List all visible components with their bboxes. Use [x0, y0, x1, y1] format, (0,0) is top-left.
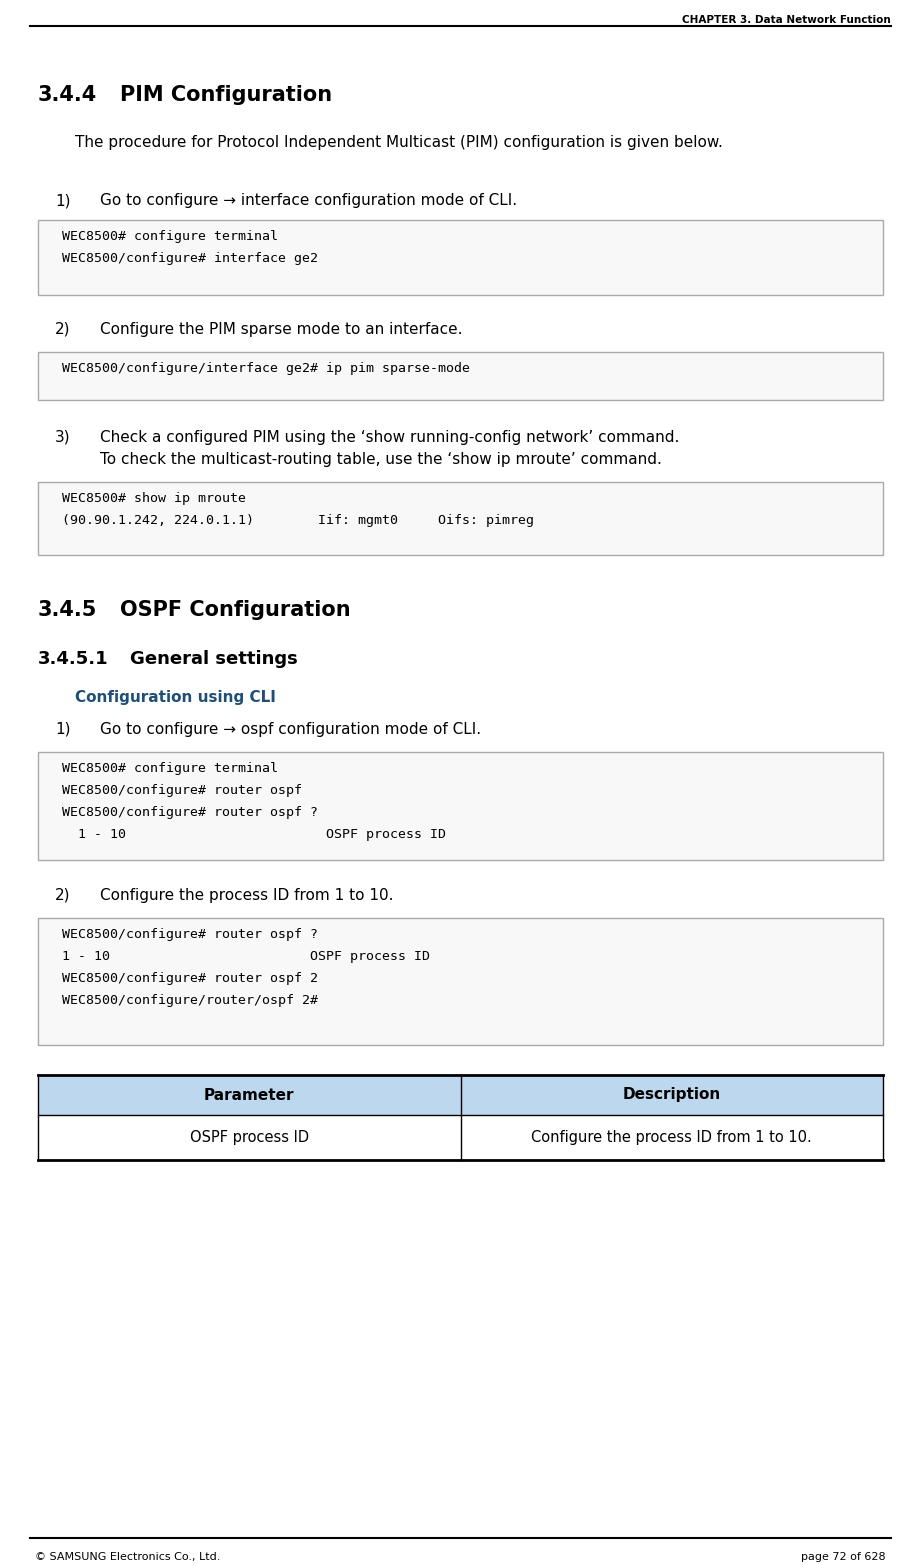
Text: © SAMSUNG Electronics Co., Ltd.: © SAMSUNG Electronics Co., Ltd.: [35, 1552, 220, 1562]
Text: Go to configure → ospf configuration mode of CLI.: Go to configure → ospf configuration mod…: [100, 721, 481, 737]
Text: page 72 of 628: page 72 of 628: [801, 1552, 886, 1562]
Text: Configuration using CLI: Configuration using CLI: [75, 690, 276, 704]
Text: 3.4.4: 3.4.4: [38, 85, 98, 105]
Text: 1): 1): [55, 192, 71, 208]
Text: Configure the process ID from 1 to 10.: Configure the process ID from 1 to 10.: [531, 1130, 812, 1146]
Text: WEC8500# show ip mroute
(90.90.1.242, 224.0.1.1)        Iif: mgmt0     Oifs: pim: WEC8500# show ip mroute (90.90.1.242, 22…: [62, 491, 534, 527]
FancyBboxPatch shape: [38, 753, 883, 861]
Text: WEC8500# configure terminal
WEC8500/configure# router ospf
WEC8500/configure# ro: WEC8500# configure terminal WEC8500/conf…: [62, 762, 446, 840]
Text: Configure the process ID from 1 to 10.: Configure the process ID from 1 to 10.: [100, 887, 393, 903]
FancyBboxPatch shape: [38, 1075, 883, 1114]
Text: Check a configured PIM using the ‘show running-config network’ command.: Check a configured PIM using the ‘show r…: [100, 430, 680, 444]
Text: PIM Configuration: PIM Configuration: [120, 85, 332, 105]
Text: Configure the PIM sparse mode to an interface.: Configure the PIM sparse mode to an inte…: [100, 322, 462, 336]
Text: OSPF Configuration: OSPF Configuration: [120, 599, 351, 620]
Text: CHAPTER 3. Data Network Function: CHAPTER 3. Data Network Function: [682, 16, 891, 25]
FancyBboxPatch shape: [38, 352, 883, 401]
Text: WEC8500/configure# router ospf ?
1 - 10                         OSPF process ID
: WEC8500/configure# router ospf ? 1 - 10 …: [62, 928, 430, 1006]
Text: General settings: General settings: [130, 649, 297, 668]
Text: 2): 2): [55, 887, 71, 903]
FancyBboxPatch shape: [38, 1114, 883, 1160]
Text: 2): 2): [55, 322, 71, 336]
Text: 3.4.5: 3.4.5: [38, 599, 98, 620]
Text: 3.4.5.1: 3.4.5.1: [38, 649, 109, 668]
Text: WEC8500/configure/interface ge2# ip pim sparse-mode: WEC8500/configure/interface ge2# ip pim …: [62, 362, 470, 376]
Text: Description: Description: [623, 1088, 721, 1102]
Text: Go to configure → interface configuration mode of CLI.: Go to configure → interface configuratio…: [100, 192, 517, 208]
Text: WEC8500# configure terminal
WEC8500/configure# interface ge2: WEC8500# configure terminal WEC8500/conf…: [62, 230, 318, 264]
FancyBboxPatch shape: [38, 919, 883, 1045]
Text: The procedure for Protocol Independent Multicast (PIM) configuration is given be: The procedure for Protocol Independent M…: [75, 135, 723, 150]
Text: 1): 1): [55, 721, 71, 737]
Text: OSPF process ID: OSPF process ID: [190, 1130, 309, 1146]
FancyBboxPatch shape: [38, 482, 883, 556]
Text: To check the multicast-routing table, use the ‘show ip mroute’ command.: To check the multicast-routing table, us…: [100, 452, 662, 466]
FancyBboxPatch shape: [38, 221, 883, 294]
Text: Parameter: Parameter: [204, 1088, 295, 1102]
Text: 3): 3): [55, 430, 71, 444]
